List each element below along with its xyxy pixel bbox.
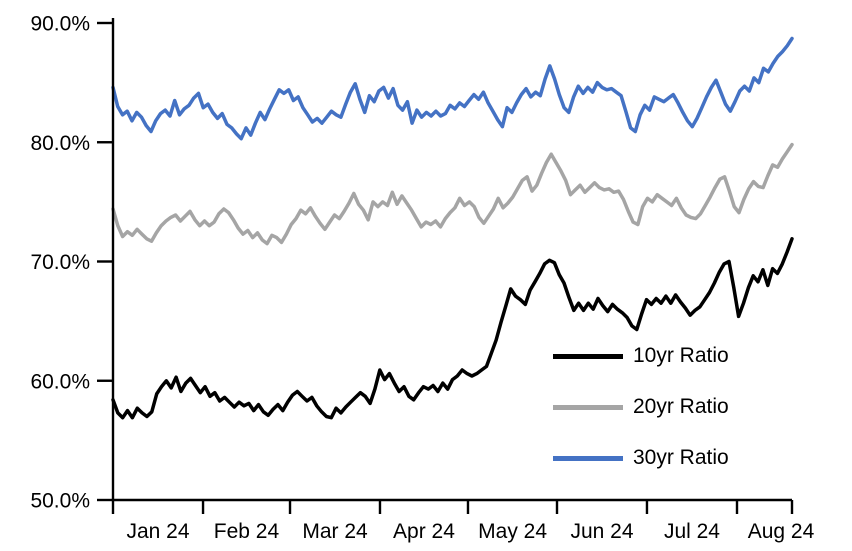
axes	[97, 18, 794, 514]
axis-tick-labels: 50.0% 60.0% 70.0% 80.0% 90.0% Jan 24 Feb 24 Mar…	[30, 13, 814, 544]
x-tick-label: May 24	[478, 520, 547, 543]
x-tick-label: Aug 24	[748, 520, 815, 543]
series-line-10yr-ratio	[111, 237, 794, 420]
legend-item-10yr-ratio: 10yr Ratio	[553, 344, 729, 368]
legend-label-30yr: 30yr Ratio	[633, 446, 729, 469]
legend-swatch-10yr	[553, 353, 623, 359]
legend-item-20yr-ratio: 20yr Ratio	[553, 395, 729, 419]
y-tick-label: 50.0%	[30, 490, 90, 513]
legend-swatch-20yr	[553, 404, 623, 410]
y-tick-label: 60.0%	[30, 370, 90, 393]
y-tick-label: 90.0%	[30, 13, 90, 36]
x-tick-label: Jul 24	[664, 520, 720, 543]
series-lines	[111, 36, 794, 420]
x-tick-label: Jun 24	[570, 520, 633, 543]
x-tick-label: Feb 24	[214, 520, 280, 543]
legend-swatch-30yr	[553, 455, 623, 461]
x-tick-label: Jan 24	[126, 520, 189, 543]
legend: 10yr Ratio 20yr Ratio 30yr Ratio	[553, 344, 729, 497]
legend-label-20yr: 20yr Ratio	[633, 395, 729, 418]
y-tick-label: 80.0%	[30, 132, 90, 155]
legend-label-10yr: 10yr Ratio	[633, 344, 729, 367]
x-tick-label: Mar 24	[302, 520, 368, 543]
x-tick-label: Apr 24	[393, 520, 455, 543]
series-line-30yr-ratio	[111, 36, 794, 141]
y-tick-label: 70.0%	[30, 251, 90, 274]
series-line-20yr-ratio	[111, 142, 794, 246]
legend-item-30yr-ratio: 30yr Ratio	[553, 446, 729, 470]
